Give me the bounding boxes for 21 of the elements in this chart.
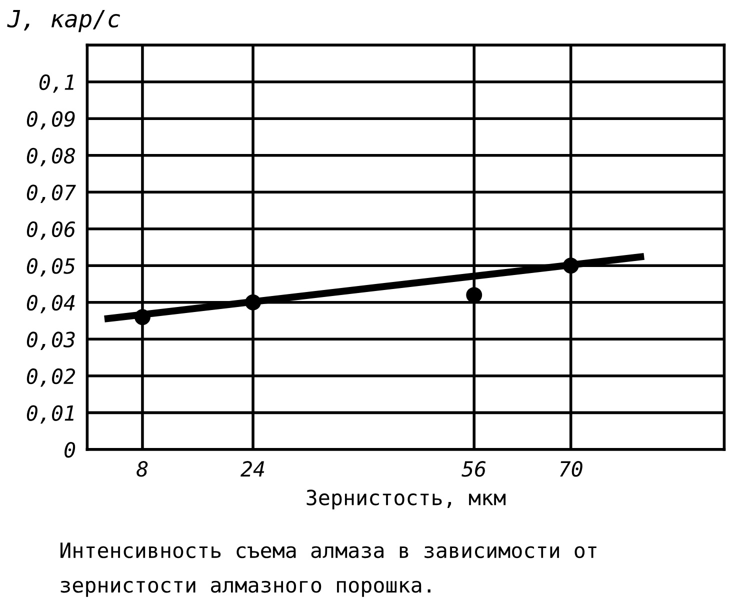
x-axis-title: Зернистость, мкм bbox=[306, 490, 506, 510]
x-tick-label: 8 bbox=[136, 461, 148, 477]
point bbox=[245, 294, 261, 310]
y-tick-label: 0,09 bbox=[26, 111, 75, 130]
text: Интенсивность съема алмаза в зависимости от зернистости алмазного порошка. bbox=[60, 542, 596, 597]
y-tick-label: 0,01 bbox=[26, 405, 74, 424]
point bbox=[562, 258, 579, 274]
x-tick-label: 70 bbox=[560, 461, 582, 477]
y-tick-label: 0,07 bbox=[26, 184, 76, 203]
point bbox=[134, 309, 150, 326]
x-tick-label: 24 bbox=[240, 461, 264, 476]
y-tick-label: 0 bbox=[64, 442, 76, 458]
y-tick-label: 0,1 bbox=[39, 74, 74, 93]
y-tick-label: 0,02 bbox=[26, 368, 76, 387]
y-tick-label: 0,06 bbox=[26, 221, 76, 240]
y-tick-label: 0,05 bbox=[26, 258, 75, 277]
y-tick-label: 0,04 bbox=[26, 294, 75, 314]
y-axis-title: J, кар/с bbox=[7, 10, 120, 32]
x-tick-label: 56 bbox=[462, 461, 486, 477]
y-tick-label: 0,03 bbox=[26, 332, 75, 350]
y-tick-label: 0,08 bbox=[26, 148, 76, 166]
